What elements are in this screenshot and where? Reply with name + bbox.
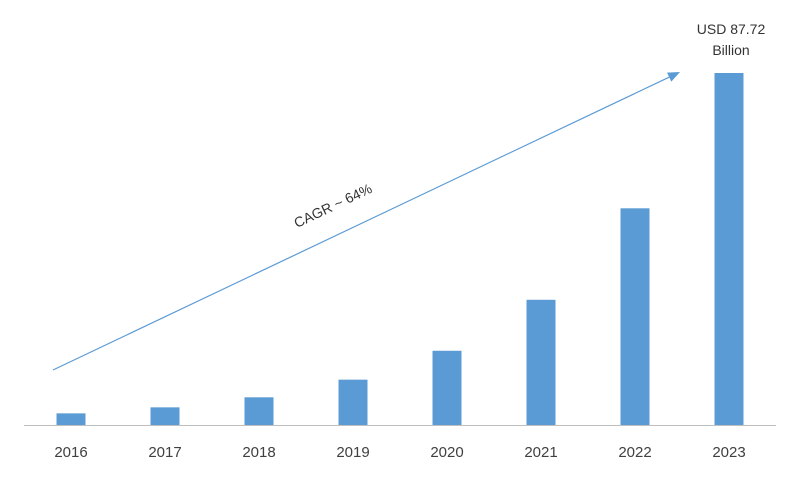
bar-2017 (150, 407, 180, 425)
bar-2021 (526, 299, 556, 425)
x-tick-label: 2018 (242, 444, 275, 461)
bar-2023 (714, 73, 744, 425)
value-label-line2: Billion (712, 42, 749, 58)
bars-group (56, 73, 744, 425)
x-tick-labels: 2016 2017 2018 2019 2020 2021 2022 2023 (54, 444, 745, 461)
cagr-arrow-line (52, 76, 670, 371)
x-tick-label: 2019 (336, 444, 369, 461)
value-label-line1: USD 87.72 (697, 21, 766, 37)
bar-2022 (620, 208, 650, 425)
x-tick-label: 2022 (618, 444, 651, 461)
x-tick-label: 2021 (524, 444, 557, 461)
bar-2018 (244, 397, 274, 425)
x-tick-label: 2017 (148, 444, 181, 461)
bar-2016 (56, 413, 86, 425)
cagr-arrow-head (667, 72, 680, 82)
bar-2019 (338, 379, 368, 425)
x-tick-label: 2016 (54, 444, 87, 461)
x-tick-label: 2020 (430, 444, 463, 461)
cagr-arrow (52, 72, 680, 371)
bar-2020 (432, 350, 462, 425)
x-tick-label: 2023 (712, 444, 745, 461)
